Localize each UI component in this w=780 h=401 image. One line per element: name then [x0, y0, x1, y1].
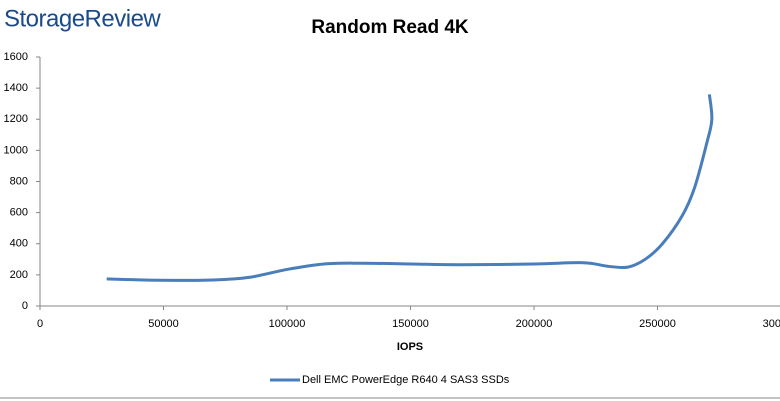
x-tick-label: 200000	[516, 318, 553, 330]
chart-title: Random Read 4K	[311, 17, 469, 38]
x-tick-label: 300000	[763, 318, 780, 330]
x-tick-label: 100000	[269, 318, 306, 330]
x-axis-label: IOPS	[397, 341, 423, 353]
y-tick-label: 600	[10, 207, 28, 219]
x-tick-label: 250000	[639, 318, 676, 330]
y-tick-label: 1400	[4, 82, 28, 94]
x-tick-label: 150000	[392, 318, 429, 330]
y-tick-label: 1000	[4, 144, 28, 156]
x-tick-label: 50000	[148, 318, 179, 330]
logo: StorageReview	[4, 5, 161, 32]
y-tick-label: 0	[22, 300, 28, 312]
y-tick-label: 400	[10, 238, 28, 250]
legend-label: Dell EMC PowerEdge R640 4 SAS3 SSDs	[302, 374, 510, 386]
y-tick-label: 200	[10, 269, 28, 281]
x-tick-label: 0	[37, 318, 43, 330]
y-tick-label: 1200	[4, 113, 28, 125]
y-tick-label: 800	[10, 175, 28, 187]
line-series	[106, 94, 714, 282]
y-tick-label: 1600	[4, 51, 28, 63]
